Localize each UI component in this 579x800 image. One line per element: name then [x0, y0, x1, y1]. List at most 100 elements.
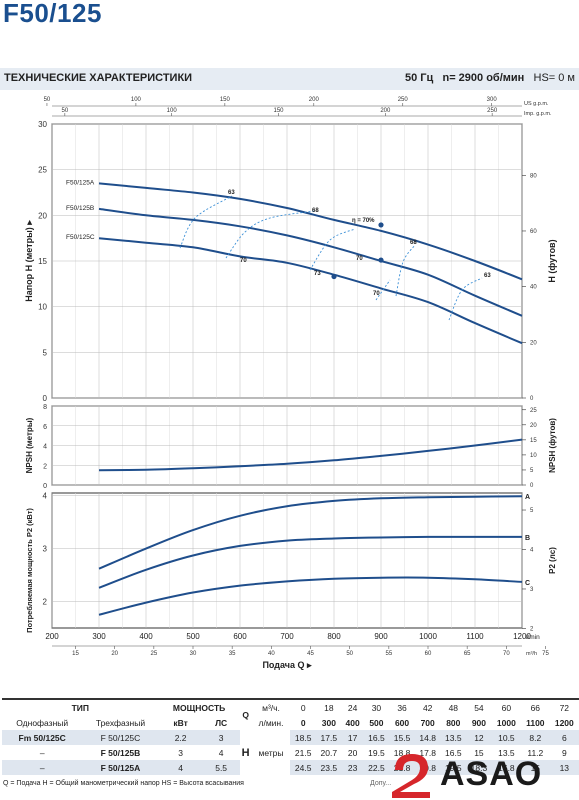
efficiency-label: 70	[373, 291, 380, 297]
efficiency-line	[375, 279, 391, 301]
q-m3h-0: 0	[290, 698, 317, 715]
xtick-lmin: 800	[327, 632, 341, 641]
efficiency-point	[378, 257, 384, 263]
m3h-tick-label: 40	[268, 651, 275, 657]
q-m3h-1: 18	[316, 698, 342, 715]
footnote-right: Допу...	[370, 780, 392, 787]
impgpm-unit: Imp. g.p.m.	[524, 111, 552, 117]
q-m3h-2: 24	[341, 698, 364, 715]
head-ytick: 25	[38, 166, 47, 175]
table-row: Fm 50/125C F 50/125C 2.2 3 H метры 18.5 1…	[2, 730, 579, 775]
head-curve-F50/125B	[98, 207, 523, 317]
power-curve-label: B	[525, 535, 530, 542]
xtick-lmin: 400	[139, 632, 153, 641]
power-ytick-right: 3	[530, 587, 534, 593]
efficiency-label: 70	[240, 258, 247, 264]
power-ylabel-right: P2 (лс)	[548, 547, 557, 574]
usgpm-tick-label: 300	[487, 97, 498, 103]
head-ytick: 5	[43, 348, 48, 357]
head-ytick-right: 80	[530, 173, 537, 179]
npsh-ylabel-right: NPSH (футов)	[548, 418, 557, 473]
m3h-tick-label: 45	[307, 651, 314, 657]
impgpm-tick-label: 250	[487, 108, 498, 114]
power-curve-label: C	[525, 580, 530, 587]
usgpm-tick-label: 50	[44, 97, 51, 103]
usgpm-unit: US g.p.m.	[524, 101, 549, 107]
m3h-tick-label: 60	[425, 651, 432, 657]
head-curve-F50/125A	[98, 182, 523, 281]
head-ytick: 30	[38, 120, 47, 129]
xtick-lmin: 300	[92, 632, 106, 641]
q-lmin-6: 800	[446, 717, 461, 728]
head-ylabel-right: H (футов)	[547, 239, 557, 282]
efficiency-line	[179, 195, 233, 249]
efficiency-label: 73	[314, 271, 321, 277]
xtick-lmin: 1200	[513, 632, 531, 641]
q-lmin-4: 600	[394, 717, 410, 728]
npsh-ytick: 2	[43, 463, 47, 470]
head-ytick: 10	[38, 303, 47, 312]
page-title: F50/125	[3, 0, 102, 28]
head-ytick-right: 0	[530, 396, 534, 402]
q-m3h-8: 60	[491, 698, 522, 715]
type-header: ТИП	[2, 698, 159, 715]
xtick-lmin: 1100	[466, 632, 484, 641]
usgpm-tick-label: 200	[309, 97, 320, 103]
efficiency-line	[395, 244, 416, 297]
m3h-tick-label: 50	[346, 651, 353, 657]
suction-height: HS= 0 м	[533, 72, 576, 84]
xtick-lmin: 700	[280, 632, 294, 641]
efficiency-line	[448, 277, 483, 321]
npsh-ytick: 6	[43, 424, 47, 431]
q-lmin-7: 900	[471, 717, 487, 728]
q-m3h-3: 30	[363, 698, 390, 715]
usgpm-tick-label: 100	[131, 97, 142, 103]
npsh-curve	[98, 438, 523, 472]
m3h-tick-label: 20	[111, 651, 118, 657]
npsh-ytick: 4	[43, 444, 47, 451]
q-m3h-10: 72	[549, 698, 579, 715]
q-lmin-5: 700	[420, 717, 435, 728]
xunit-lmin: l/min	[526, 634, 540, 641]
impgpm-tick-label: 150	[273, 108, 284, 114]
head-ytick-right: 60	[530, 229, 537, 235]
q-lmin-2: 400	[345, 717, 360, 728]
m3h-tick-label: 75	[542, 651, 549, 657]
q-m3h-5: 42	[414, 698, 441, 715]
npsh-ytick-right: 25	[530, 408, 537, 414]
npsh-ylabel: NPSH (метры)	[25, 417, 34, 473]
power-ylabel: Потребляемая мощность P2 (кВт)	[25, 508, 34, 633]
table-row: – F 50/125A 4 5.5 24.523.52322.521.820.8…	[2, 760, 579, 775]
xtick-lmin: 200	[45, 632, 59, 641]
efficiency-label: η = 70%	[352, 218, 375, 224]
xlabel: Подача Q ▸	[262, 660, 312, 670]
m3h-tick-label: 55	[385, 651, 392, 657]
power-ytick-right: 5	[530, 508, 534, 514]
xtick-lmin: 500	[186, 632, 200, 641]
power-ytick: 4	[43, 492, 48, 501]
efficiency-label: 63	[484, 273, 491, 279]
m3h-tick-label: 15	[72, 651, 79, 657]
m3h-tick-label: 35	[229, 651, 236, 657]
q-lmin-1: 300	[321, 717, 336, 728]
npsh-ytick-right: 10	[530, 453, 537, 459]
section-title: ТЕХНИЧЕСКИЕ ХАРАКТЕРИСТИКИ	[4, 72, 193, 84]
power-curve-B	[98, 535, 522, 589]
efficiency-label: 68	[410, 240, 417, 246]
q-lmin-9: 1100	[526, 717, 545, 728]
speed: n= 2900 об/мин	[442, 72, 525, 84]
q-lmin-3: 500	[369, 717, 384, 728]
footnote: Q = Подача H = Общий манометрический нап…	[3, 780, 244, 787]
single-phase-header: Однофазный	[16, 717, 69, 728]
h-letter: H	[239, 730, 252, 775]
q-m3h-6: 48	[440, 698, 467, 715]
power-ytick-right: 2	[530, 626, 534, 632]
header-band	[0, 68, 579, 90]
power-curve-label: A	[525, 494, 530, 501]
q-m3h-9: 66	[521, 698, 550, 715]
xtick-lmin: 600	[233, 632, 247, 641]
xtick-lmin: 900	[374, 632, 388, 641]
m3h-tick-label: 70	[503, 651, 510, 657]
head-curve-label: F50/125C	[66, 234, 95, 241]
